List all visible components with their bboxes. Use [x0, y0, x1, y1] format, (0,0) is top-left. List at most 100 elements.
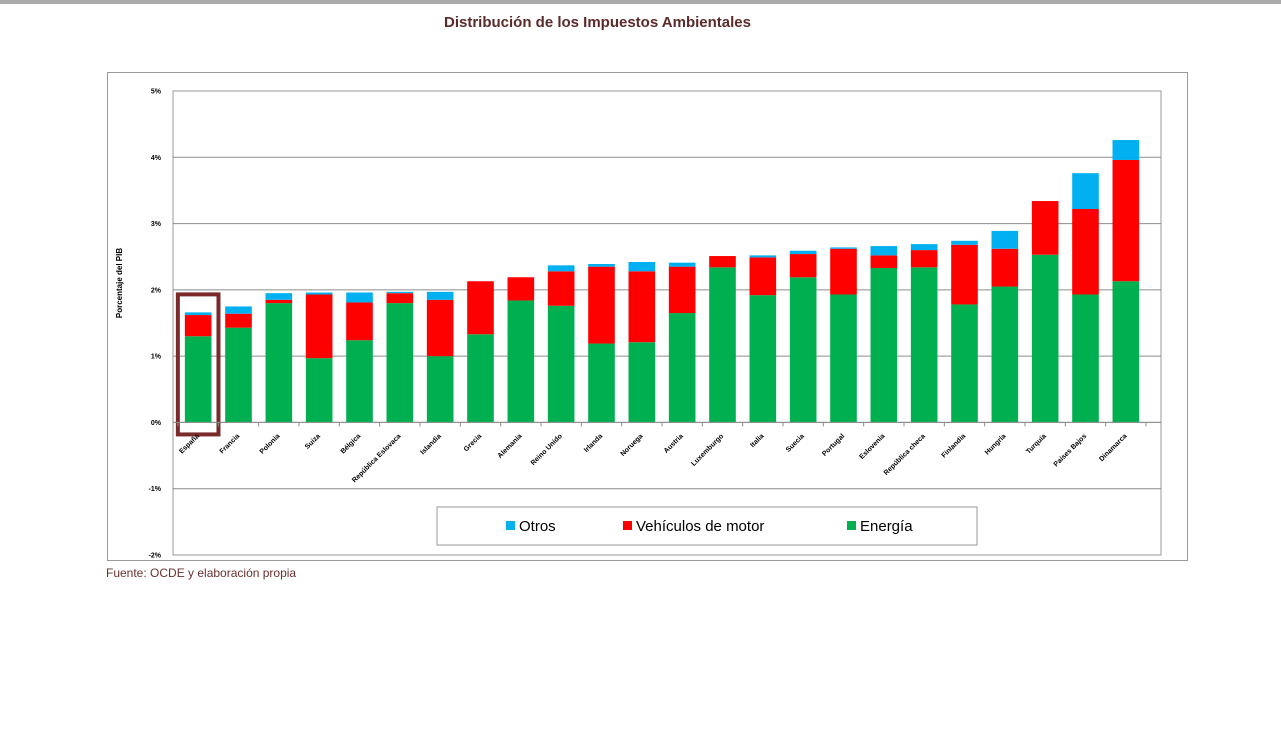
bar-segment	[507, 277, 535, 301]
bar-segment	[1112, 159, 1140, 282]
bar-segment	[346, 302, 373, 341]
category-label: República checa	[883, 433, 927, 477]
bar-segment	[588, 264, 615, 267]
category-label: Portugal	[821, 433, 846, 458]
bar-segment	[426, 299, 454, 357]
bar-segment	[386, 293, 414, 304]
legend-swatch	[623, 521, 632, 530]
bar-segment	[789, 254, 817, 278]
y-tick-label: 1%	[151, 354, 162, 361]
bar-segment	[991, 230, 1019, 249]
axes	[173, 421, 1161, 427]
bar-segment	[1072, 173, 1099, 209]
chart-frame: -2% -1% 0% 1% 2% 3% 4% 5% España Francia Polonia Su…	[107, 72, 1188, 561]
bar-segment	[305, 292, 333, 295]
bar-segment	[1031, 201, 1059, 255]
bar-segment	[265, 299, 293, 304]
bar-segment	[910, 267, 938, 423]
bar-segment	[1112, 281, 1140, 423]
category-label: Turquía	[1025, 433, 1048, 456]
bar-segment	[426, 356, 454, 423]
bar-segment	[1072, 208, 1099, 295]
top-rule	[0, 0, 1281, 4]
bar-segment	[265, 303, 293, 423]
bar-segment	[225, 313, 252, 328]
bar-segment	[668, 266, 696, 314]
category-label: Suiza	[304, 433, 322, 451]
bar-segment	[628, 342, 656, 423]
legend-box	[436, 506, 978, 546]
bar-segment	[910, 250, 938, 268]
bar-segment	[709, 256, 736, 268]
bar-segment	[184, 336, 212, 423]
category-label: Hungría	[984, 433, 1008, 457]
bar-segment	[991, 248, 1019, 287]
category-label: Polonia	[259, 433, 282, 456]
legend-swatch	[506, 521, 515, 530]
bar-segment	[467, 281, 494, 335]
category-label: Suecia	[785, 433, 806, 454]
bar-segment	[547, 305, 575, 423]
y-tick-label: 0%	[151, 420, 162, 427]
category-label: Grecia	[463, 433, 483, 453]
bar-segment	[830, 248, 857, 295]
bar-segment	[628, 271, 656, 343]
bar-segment	[588, 266, 615, 344]
highlight-box	[175, 292, 221, 437]
category-label: Eslovenia	[859, 433, 887, 461]
bar-segment	[184, 315, 212, 337]
y-tick-label: 3%	[151, 221, 162, 228]
y-axis-label: Porcentaje del PIB	[115, 248, 124, 318]
y-tick-label: 2%	[151, 287, 162, 294]
legend-swatch	[847, 521, 856, 530]
category-label: Dinamarca	[1098, 433, 1128, 463]
source-note: Fuente: OCDE y elaboración propia	[106, 566, 297, 580]
category-label: Italia	[749, 433, 765, 449]
bar-segment	[426, 291, 454, 300]
bar-segment	[789, 277, 817, 423]
category-label: Países Bajos	[1053, 433, 1089, 469]
chart-title: Distribución de los Impuestos Ambientale…	[443, 14, 751, 31]
bar-segment	[346, 340, 373, 423]
bar-segment	[749, 295, 777, 423]
bar-segment	[305, 294, 333, 359]
bar-segment	[265, 293, 293, 300]
legend-label: Otros	[519, 518, 556, 535]
category-label: Bélgica	[340, 433, 363, 456]
category-label: Noruega	[620, 433, 645, 458]
bar-segment	[225, 306, 252, 314]
bar-segment	[951, 240, 978, 245]
bar-segment	[749, 255, 777, 258]
plot-area-border	[172, 90, 1162, 556]
category-label: Austria	[663, 433, 685, 455]
bar-segment	[910, 244, 938, 251]
bar-segment	[346, 292, 373, 303]
category-label: Finlandia	[941, 433, 968, 460]
bar-segment	[668, 313, 696, 423]
bar-segment	[547, 265, 575, 272]
chart-plot: -2%-1%0%1%2%3%4%5%España Francia Polonia Su…	[115, 89, 1162, 560]
bar-segment	[830, 294, 857, 423]
bar-segment	[870, 255, 898, 268]
bar-segment	[951, 244, 978, 305]
bar-segment	[991, 286, 1019, 423]
bar-segment	[830, 247, 857, 249]
legend-label: Energía	[860, 518, 913, 535]
category-label: Luxemburgo	[690, 433, 725, 468]
bar-segment	[547, 271, 575, 306]
category-label: Islandia	[420, 433, 443, 456]
bar-segment	[870, 246, 898, 256]
bar-segment	[588, 343, 615, 423]
legend-label: Vehículos de motor	[636, 518, 764, 535]
bar-segment	[628, 262, 656, 272]
category-label: Francia	[219, 433, 242, 456]
category-label: Alemania	[497, 433, 524, 460]
bar-segment	[870, 267, 898, 423]
y-tick-label: -1%	[149, 486, 162, 493]
y-tick-label: 5%	[151, 89, 162, 96]
bar-segment	[305, 358, 333, 423]
bar-segment	[507, 300, 535, 423]
bar-segment	[749, 257, 777, 296]
bar-segment	[184, 312, 212, 316]
bar-segment	[386, 291, 414, 294]
